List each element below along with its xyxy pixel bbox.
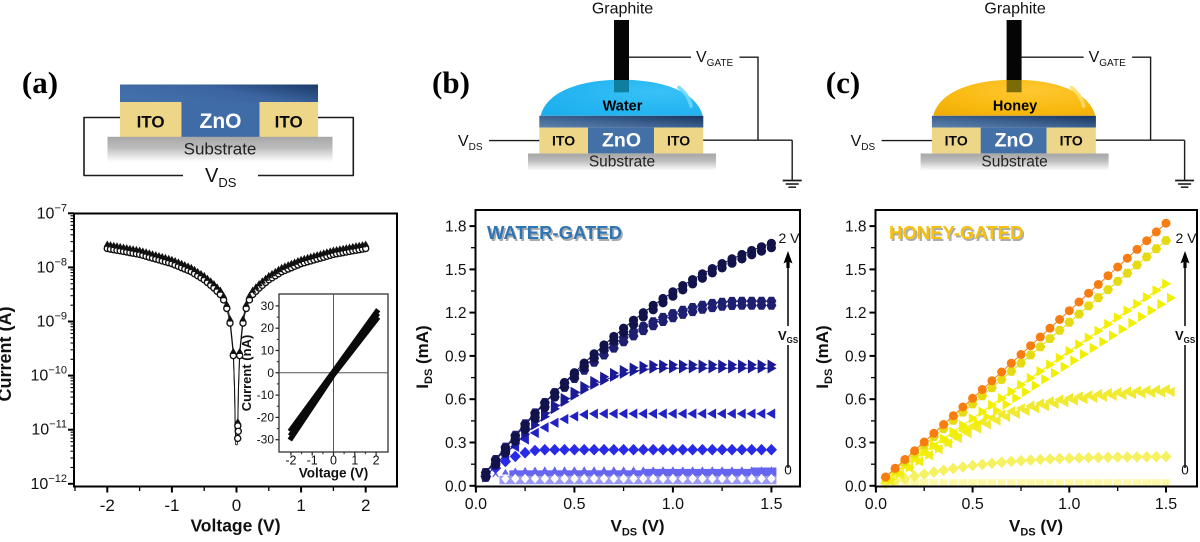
svg-text:Voltage (V): Voltage (V) [190, 516, 280, 536]
svg-text:10: 10 [261, 344, 275, 358]
svg-text:WATER-GATED: WATER-GATED [487, 222, 622, 243]
svg-text:1.8: 1.8 [445, 219, 467, 236]
svg-text:ZnO: ZnO [200, 110, 242, 133]
svg-text:WATER-GATED: WATER-GATED [489, 224, 624, 245]
svg-text:Honey: Honey [993, 99, 1037, 115]
svg-text:Current (A): Current (A) [0, 307, 15, 402]
svg-text:0.5: 0.5 [563, 496, 585, 513]
svg-text:2: 2 [361, 496, 370, 515]
svg-text:0.9: 0.9 [845, 348, 867, 365]
svg-text:1.5: 1.5 [845, 262, 867, 279]
svg-text:0: 0 [784, 463, 792, 478]
svg-text:0.3: 0.3 [445, 435, 467, 452]
svg-text:(a): (a) [22, 65, 58, 100]
svg-text:0: 0 [232, 496, 241, 515]
svg-text:1.2: 1.2 [845, 305, 867, 322]
svg-text:1.0: 1.0 [1058, 496, 1080, 513]
svg-text:2 V: 2 V [1175, 230, 1197, 246]
svg-text:-2: -2 [285, 454, 296, 468]
svg-text:ITO: ITO [1060, 133, 1083, 149]
svg-text:1: 1 [296, 496, 305, 515]
svg-text:0: 0 [330, 454, 337, 468]
svg-text:Voltage (V): Voltage (V) [299, 466, 369, 481]
svg-text:30: 30 [261, 299, 275, 313]
svg-text:0: 0 [267, 366, 274, 380]
svg-text:HONEY-GATED: HONEY-GATED [891, 224, 1025, 245]
svg-text:ITO: ITO [945, 133, 968, 149]
svg-text:1.5: 1.5 [445, 262, 467, 279]
svg-text:Substrate: Substrate [981, 154, 1047, 171]
svg-text:-20: -20 [257, 410, 275, 424]
svg-text:-1: -1 [307, 454, 318, 468]
svg-text:ITO: ITO [667, 133, 690, 149]
svg-text:2: 2 [373, 454, 380, 468]
svg-text:Current (nA): Current (nA) [239, 335, 254, 412]
svg-text:0.5: 0.5 [961, 496, 983, 513]
svg-text:ITO: ITO [552, 133, 575, 149]
svg-text:0.0: 0.0 [445, 478, 467, 495]
svg-text:-10: -10 [257, 388, 275, 402]
svg-text:0: 0 [1181, 463, 1189, 478]
svg-text:Substrate: Substrate [184, 140, 257, 159]
svg-text:0.0: 0.0 [465, 496, 487, 513]
svg-text:VDS (V): VDS (V) [1009, 517, 1063, 539]
svg-text:Substrate: Substrate [589, 154, 655, 171]
svg-text:-30: -30 [257, 433, 275, 447]
svg-text:VDS (V): VDS (V) [610, 517, 664, 539]
svg-text:0.0: 0.0 [845, 478, 867, 495]
svg-text:ZnO: ZnO [602, 130, 641, 152]
svg-text:0.6: 0.6 [445, 392, 467, 409]
svg-text:2 V: 2 V [778, 230, 800, 246]
svg-text:1.0: 1.0 [662, 496, 684, 513]
svg-text:20: 20 [261, 321, 275, 335]
svg-text:ZnO: ZnO [995, 130, 1034, 152]
svg-text:(c): (c) [826, 65, 860, 100]
svg-text:(b): (b) [432, 65, 470, 100]
svg-text:1.5: 1.5 [1155, 496, 1177, 513]
svg-text:1.8: 1.8 [845, 219, 867, 236]
svg-text:HONEY-GATED: HONEY-GATED [889, 222, 1023, 243]
svg-text:-2: -2 [100, 496, 115, 515]
svg-text:1: 1 [351, 454, 358, 468]
svg-text:-1: -1 [164, 496, 179, 515]
svg-text:0.6: 0.6 [845, 392, 867, 409]
svg-text:ITO: ITO [137, 113, 165, 132]
svg-text:1.2: 1.2 [445, 305, 467, 322]
svg-text:0.9: 0.9 [445, 348, 467, 365]
svg-text:Graphite: Graphite [984, 1, 1045, 18]
svg-text:1.5: 1.5 [760, 496, 782, 513]
svg-text:Graphite: Graphite [592, 1, 653, 18]
svg-text:ITO: ITO [275, 113, 303, 132]
svg-text:Water: Water [603, 99, 643, 115]
svg-text:0.0: 0.0 [865, 496, 887, 513]
svg-text:0.3: 0.3 [845, 435, 867, 452]
